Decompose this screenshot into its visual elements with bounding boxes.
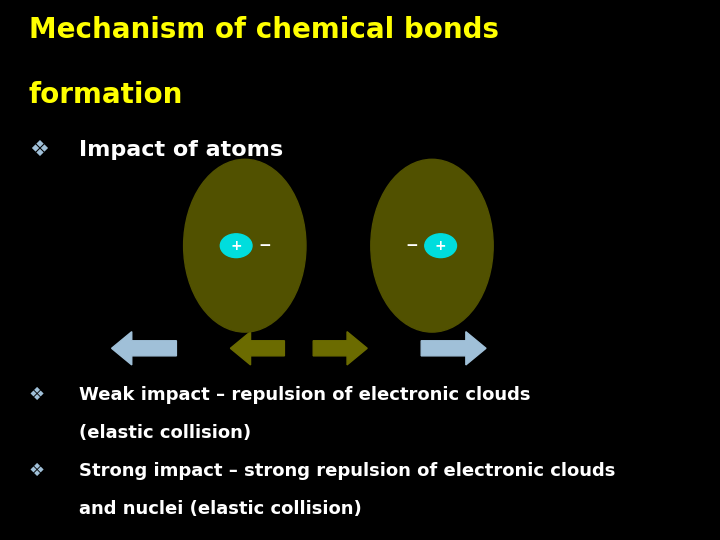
Ellipse shape bbox=[374, 163, 490, 328]
Text: −: − bbox=[405, 238, 418, 253]
Ellipse shape bbox=[413, 218, 451, 273]
Text: ❖: ❖ bbox=[29, 462, 45, 480]
Ellipse shape bbox=[225, 218, 264, 273]
Ellipse shape bbox=[402, 202, 463, 289]
Ellipse shape bbox=[377, 167, 487, 324]
Ellipse shape bbox=[429, 242, 435, 249]
Ellipse shape bbox=[410, 214, 454, 277]
Text: (elastic collision): (elastic collision) bbox=[79, 424, 251, 442]
Text: +: + bbox=[435, 239, 446, 253]
Text: +: + bbox=[230, 239, 242, 253]
Ellipse shape bbox=[197, 179, 292, 313]
Circle shape bbox=[425, 234, 456, 258]
Ellipse shape bbox=[415, 222, 449, 269]
Ellipse shape bbox=[192, 171, 297, 320]
FancyArrow shape bbox=[313, 332, 367, 365]
Text: ❖: ❖ bbox=[29, 140, 49, 160]
FancyArrow shape bbox=[230, 332, 284, 365]
Ellipse shape bbox=[404, 206, 460, 285]
Ellipse shape bbox=[371, 159, 493, 332]
Ellipse shape bbox=[212, 199, 278, 293]
Ellipse shape bbox=[390, 187, 474, 305]
FancyArrow shape bbox=[112, 332, 176, 365]
Ellipse shape bbox=[217, 206, 273, 285]
FancyArrow shape bbox=[421, 332, 486, 365]
Ellipse shape bbox=[399, 199, 465, 293]
Ellipse shape bbox=[384, 179, 480, 313]
Ellipse shape bbox=[236, 234, 253, 258]
Ellipse shape bbox=[418, 226, 446, 265]
Ellipse shape bbox=[396, 194, 468, 297]
Ellipse shape bbox=[421, 230, 443, 261]
Ellipse shape bbox=[407, 211, 457, 281]
Ellipse shape bbox=[234, 230, 256, 261]
Ellipse shape bbox=[393, 191, 471, 301]
Ellipse shape bbox=[222, 214, 267, 277]
Ellipse shape bbox=[206, 191, 284, 301]
Ellipse shape bbox=[215, 202, 276, 289]
Text: Strong impact – strong repulsion of electronic clouds: Strong impact – strong repulsion of elec… bbox=[79, 462, 616, 480]
Ellipse shape bbox=[209, 194, 281, 297]
Ellipse shape bbox=[239, 238, 251, 254]
Ellipse shape bbox=[220, 211, 270, 281]
Ellipse shape bbox=[184, 159, 306, 332]
Text: and nuclei (elastic collision): and nuclei (elastic collision) bbox=[79, 500, 362, 517]
Ellipse shape bbox=[203, 187, 287, 305]
Text: Weak impact – repulsion of electronic clouds: Weak impact – repulsion of electronic cl… bbox=[79, 386, 531, 404]
Ellipse shape bbox=[228, 222, 261, 269]
Ellipse shape bbox=[426, 238, 438, 254]
Ellipse shape bbox=[379, 171, 485, 320]
Ellipse shape bbox=[189, 167, 300, 324]
Text: ❖: ❖ bbox=[29, 386, 45, 404]
Ellipse shape bbox=[387, 183, 477, 308]
Ellipse shape bbox=[423, 234, 441, 258]
Ellipse shape bbox=[242, 242, 248, 249]
Text: −: − bbox=[258, 238, 271, 253]
Ellipse shape bbox=[231, 226, 258, 265]
Circle shape bbox=[220, 234, 252, 258]
Text: Impact of atoms: Impact of atoms bbox=[79, 140, 284, 160]
Ellipse shape bbox=[200, 183, 289, 308]
Ellipse shape bbox=[194, 175, 295, 316]
Text: Mechanism of chemical bonds: Mechanism of chemical bonds bbox=[29, 16, 499, 44]
Ellipse shape bbox=[186, 163, 303, 328]
Ellipse shape bbox=[382, 175, 482, 316]
Text: formation: formation bbox=[29, 81, 183, 109]
